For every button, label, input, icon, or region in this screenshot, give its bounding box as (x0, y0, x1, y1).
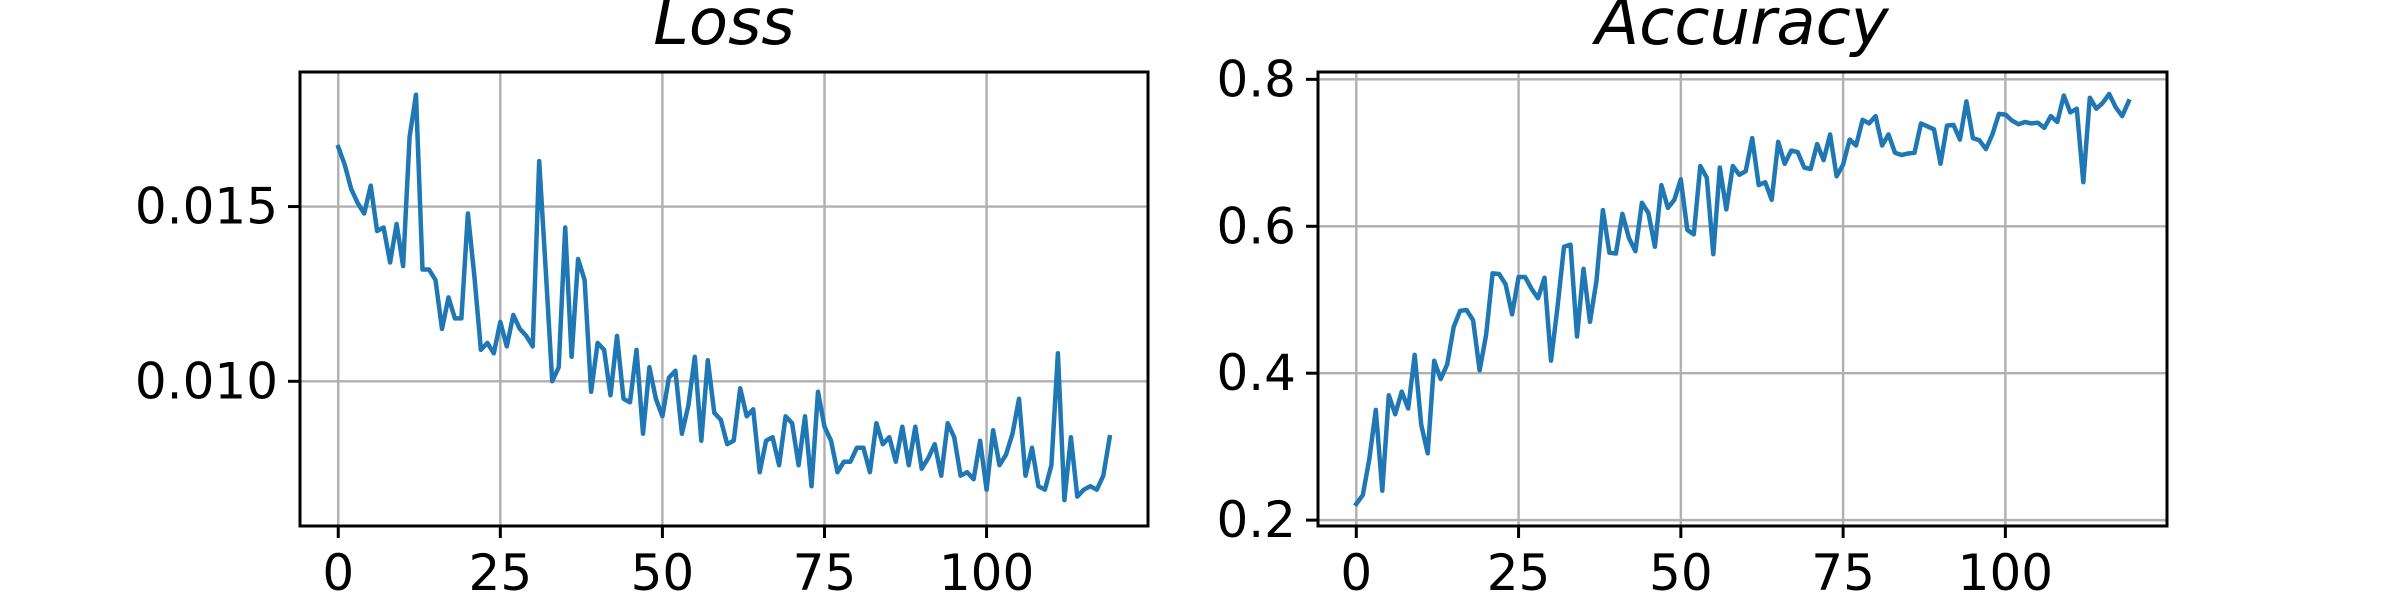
accuracy-y-tick-label: 0.4 (1216, 344, 1296, 402)
accuracy-series-line (1353, 91, 2132, 508)
accuracy-x-tick-label: 50 (1649, 544, 1713, 600)
accuracy-y-tick-label: 0.6 (1216, 197, 1296, 255)
loss-axes-frame (298, 70, 1150, 528)
accuracy-axes-frame (1316, 70, 2169, 528)
accuracy-x-tick-label: 0 (1340, 544, 1372, 600)
loss-x-tick-label: 100 (939, 544, 1034, 600)
loss-x-tick-label: 0 (322, 544, 354, 600)
loss-y-tick-label: 0.015 (135, 178, 278, 236)
loss-chart-panel: 0 25 50 75 100 0.010 0.015 Loss (135, 0, 1150, 600)
loss-gridlines (300, 72, 1148, 526)
loss-y-tick-label: 0.010 (135, 352, 278, 410)
loss-x-tick-label: 25 (469, 544, 533, 600)
accuracy-y-tick-label: 0.8 (1216, 50, 1296, 108)
loss-chart-title: Loss (653, 0, 795, 60)
loss-x-tick-label: 75 (793, 544, 857, 600)
loss-series-line (335, 92, 1113, 503)
accuracy-chart-title: Accuracy (1591, 0, 1889, 60)
accuracy-x-tick-label: 25 (1487, 544, 1551, 600)
accuracy-y-tick-label: 0.2 (1216, 491, 1296, 549)
accuracy-x-tick-label: 75 (1811, 544, 1875, 600)
accuracy-chart-panel: 0 25 50 75 100 0.2 0.4 0.6 0.8 Accuracy (1216, 0, 2169, 600)
loss-x-tick-label: 50 (631, 544, 695, 600)
accuracy-x-tick-label: 100 (1958, 544, 2053, 600)
accuracy-gridlines (1318, 72, 2167, 526)
